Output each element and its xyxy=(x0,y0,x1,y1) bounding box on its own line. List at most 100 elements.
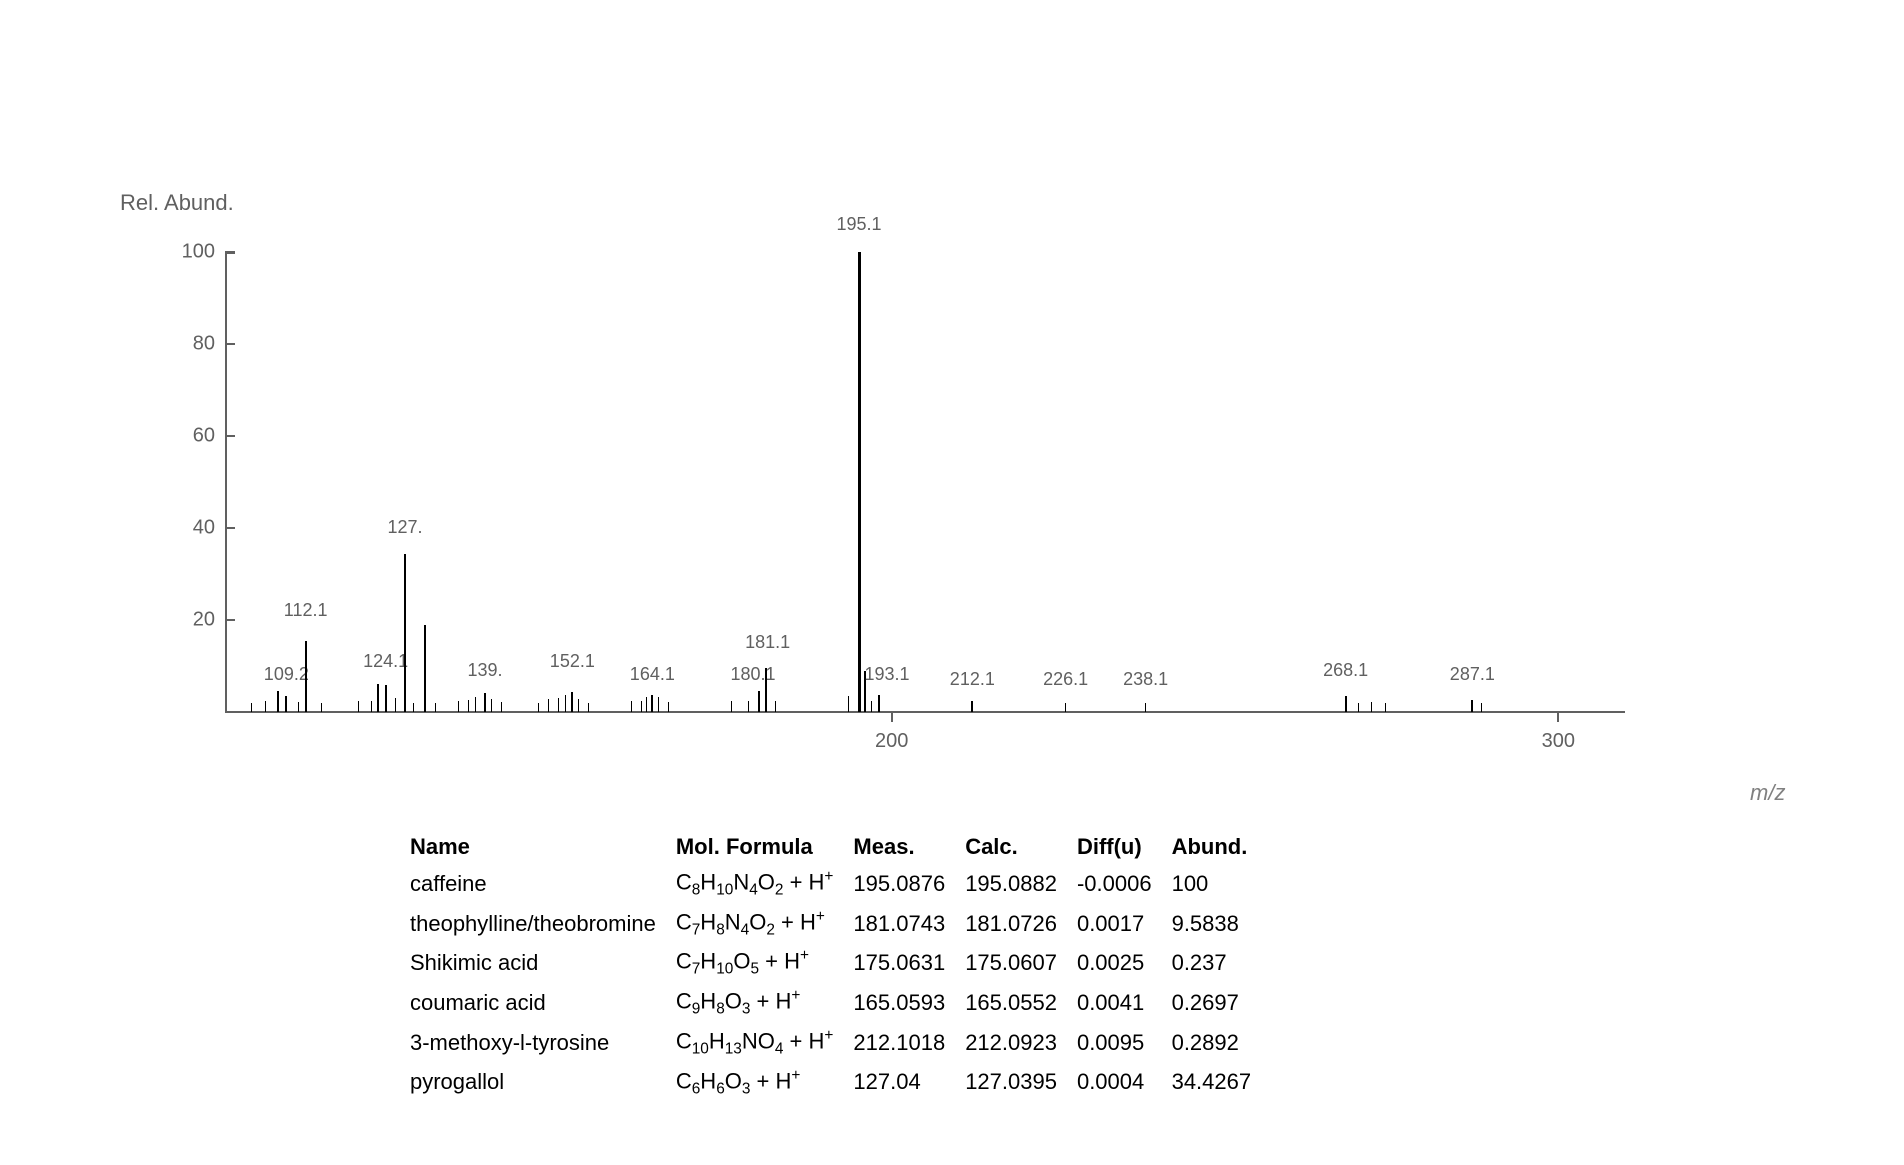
spectrum-peak xyxy=(404,554,406,712)
spectrum-peak xyxy=(305,641,307,712)
table-row: caffeineC8H10N4O2 + H+195.0876195.0882-0… xyxy=(410,864,1271,904)
spectrum-peak xyxy=(588,703,589,712)
xtick-label: 300 xyxy=(1542,712,1575,753)
x-axis-title: m/z xyxy=(1750,780,1785,806)
spectrum-peak xyxy=(848,696,849,712)
compound-data-table: NameMol. FormulaMeas.Calc.Diff(u)Abund.c… xyxy=(410,830,1271,1102)
spectrum-peak xyxy=(646,697,647,712)
ytick-label: 100 xyxy=(182,241,225,264)
spectrum-peak xyxy=(1385,703,1386,712)
ytick-mark xyxy=(225,343,235,345)
spectrum-peak xyxy=(298,702,299,712)
spectrum-peak xyxy=(748,701,749,713)
spectrum-peak xyxy=(651,695,653,712)
spectrum-peak xyxy=(277,691,279,712)
spectrum-peak xyxy=(548,699,549,712)
spectrum-peak xyxy=(858,252,861,712)
spectrum-peak xyxy=(321,703,322,712)
spectrum-peak xyxy=(385,685,387,712)
spectrum-peak xyxy=(1145,703,1146,712)
peak-label: 226.1 xyxy=(1043,669,1088,690)
peak-label: 212.1 xyxy=(950,669,995,690)
table-cell: 0.0025 xyxy=(1077,943,1172,983)
spectrum-peak xyxy=(358,701,359,712)
table-cell: C9H8O3 + H+ xyxy=(676,983,854,1023)
table-cell: 0.237 xyxy=(1172,943,1272,983)
table-cell: 0.2697 xyxy=(1172,983,1272,1023)
peak-label: 152.1 xyxy=(550,651,595,672)
peak-label: 195.1 xyxy=(836,214,881,235)
y-axis-title: Rel. Abund. xyxy=(120,190,234,216)
table-cell: caffeine xyxy=(410,864,676,904)
spectrum-peak xyxy=(424,625,426,712)
table-cell: 212.1018 xyxy=(853,1023,965,1063)
spectrum-peak xyxy=(878,695,880,712)
table-cell: 127.0395 xyxy=(965,1063,1077,1103)
table-cell: theophylline/theobromine xyxy=(410,904,676,944)
spectrum-peak xyxy=(658,697,659,712)
table-row: Shikimic acidC7H10O5 + H+175.0631175.060… xyxy=(410,943,1271,983)
spectrum-peak xyxy=(538,703,539,712)
table-cell: 0.0095 xyxy=(1077,1023,1172,1063)
table-header-cell: Meas. xyxy=(853,830,965,864)
peak-label: 238.1 xyxy=(1123,669,1168,690)
spectrum-peak xyxy=(435,703,436,712)
peak-label: 164.1 xyxy=(630,664,675,685)
table-cell: 165.0593 xyxy=(853,983,965,1023)
table-cell: 0.0041 xyxy=(1077,983,1172,1023)
table-header-cell: Mol. Formula xyxy=(676,830,854,864)
table-cell: 100 xyxy=(1172,864,1272,904)
table-header-row: NameMol. FormulaMeas.Calc.Diff(u)Abund. xyxy=(410,830,1271,864)
peak-label: 139. xyxy=(467,660,502,681)
table-cell: C10H13NO4 + H+ xyxy=(676,1023,854,1063)
spectrum-peak xyxy=(1471,700,1473,712)
table-row: theophylline/theobromineC7H8N4O2 + H+181… xyxy=(410,904,1271,944)
spectrum-peak xyxy=(413,703,414,712)
spectrum-peak xyxy=(1358,703,1359,712)
spectrum-peak xyxy=(641,701,642,713)
table-cell: C8H10N4O2 + H+ xyxy=(676,864,854,904)
table-cell: Shikimic acid xyxy=(410,943,676,983)
spectrum-peak xyxy=(251,703,252,712)
ytick-label: 80 xyxy=(193,333,225,356)
spectrum-peak xyxy=(565,695,566,712)
table-cell: 181.0726 xyxy=(965,904,1077,944)
table-cell: 175.0607 xyxy=(965,943,1077,983)
spectrum-peak xyxy=(731,701,732,712)
spectrum-peak xyxy=(1481,703,1482,712)
table-cell: 0.2892 xyxy=(1172,1023,1272,1063)
spectrum-peak xyxy=(1345,696,1347,712)
ytick-mark xyxy=(225,251,235,253)
table-cell: 127.04 xyxy=(853,1063,965,1103)
peak-label: 287.1 xyxy=(1450,664,1495,685)
spectrum-peak xyxy=(558,698,559,712)
table-row: pyrogallolC6H6O3 + H+127.04127.03950.000… xyxy=(410,1063,1271,1103)
spectrum-peak xyxy=(468,700,469,712)
ytick-label: 20 xyxy=(193,609,225,632)
table-cell: 212.0923 xyxy=(965,1023,1077,1063)
peak-label: 112.1 xyxy=(284,600,328,621)
spectrum-peak xyxy=(395,698,396,712)
spectrum-peak xyxy=(1065,703,1066,712)
peak-label: 124.1 xyxy=(363,651,408,672)
y-axis-line xyxy=(225,252,227,712)
table-cell: -0.0006 xyxy=(1077,864,1172,904)
peak-label: 180.1 xyxy=(730,664,775,685)
xtick-label: 200 xyxy=(875,712,908,753)
table-header-cell: Diff(u) xyxy=(1077,830,1172,864)
ytick-mark xyxy=(225,527,235,529)
peak-label: 127. xyxy=(387,517,422,538)
ytick-mark xyxy=(225,619,235,621)
spectrum-peak xyxy=(371,701,372,712)
table-header-cell: Name xyxy=(410,830,676,864)
ytick-label: 40 xyxy=(193,517,225,540)
ytick-mark xyxy=(225,435,235,437)
table-cell: 195.0876 xyxy=(853,864,965,904)
ytick-label: 60 xyxy=(193,425,225,448)
spectrum-peak xyxy=(578,699,579,712)
table-cell: 3-methoxy-l-tyrosine xyxy=(410,1023,676,1063)
table-cell: 34.4267 xyxy=(1172,1063,1272,1103)
table-cell: 181.0743 xyxy=(853,904,965,944)
table-header-cell: Abund. xyxy=(1172,830,1272,864)
table-cell: 0.0017 xyxy=(1077,904,1172,944)
